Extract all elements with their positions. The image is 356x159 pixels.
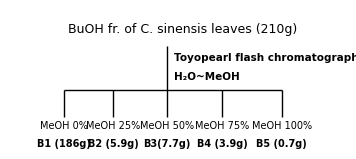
Text: H₂O~MeOH: H₂O~MeOH — [174, 72, 240, 82]
Text: MeOH 25%: MeOH 25% — [87, 121, 141, 131]
Text: MeOH 75%: MeOH 75% — [195, 121, 250, 131]
Text: MeOH 50%: MeOH 50% — [140, 121, 194, 131]
Text: BuOH fr. of C. sinensis leaves (210g): BuOH fr. of C. sinensis leaves (210g) — [68, 23, 297, 36]
Text: B2 (5.9g): B2 (5.9g) — [88, 139, 139, 149]
Text: B4 (3.9g): B4 (3.9g) — [197, 139, 248, 149]
Text: B1 (186g): B1 (186g) — [37, 139, 91, 149]
Text: B3(7.7g): B3(7.7g) — [143, 139, 191, 149]
Text: MeOH 0%: MeOH 0% — [40, 121, 88, 131]
Text: MeOH 100%: MeOH 100% — [252, 121, 312, 131]
Text: Toyopearl flash chromatography: Toyopearl flash chromatography — [174, 53, 356, 63]
Text: B5 (0.7g): B5 (0.7g) — [256, 139, 307, 149]
